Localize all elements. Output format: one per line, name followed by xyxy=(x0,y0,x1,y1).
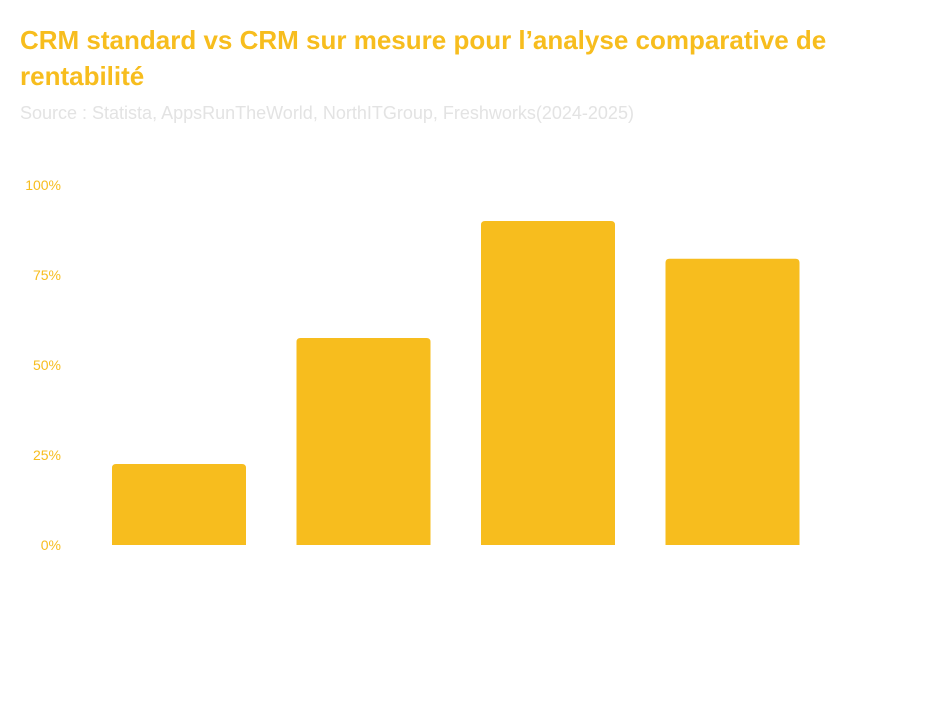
bar-4 xyxy=(665,258,800,545)
bar-2 xyxy=(296,338,431,545)
chart-title: CRM standard vs CRM sur mesure pour l’an… xyxy=(20,25,827,91)
y-tick-label: 25% xyxy=(33,447,61,463)
y-tick-label: 0% xyxy=(41,537,61,553)
bar-1 xyxy=(112,464,246,545)
y-tick-label: 75% xyxy=(33,267,61,283)
bar-3 xyxy=(481,221,615,545)
y-tick-label: 50% xyxy=(33,357,61,373)
y-tick-label: 100% xyxy=(25,177,61,193)
chart-subtitle: Source : Statista, AppsRunTheWorld, Nort… xyxy=(20,103,634,123)
